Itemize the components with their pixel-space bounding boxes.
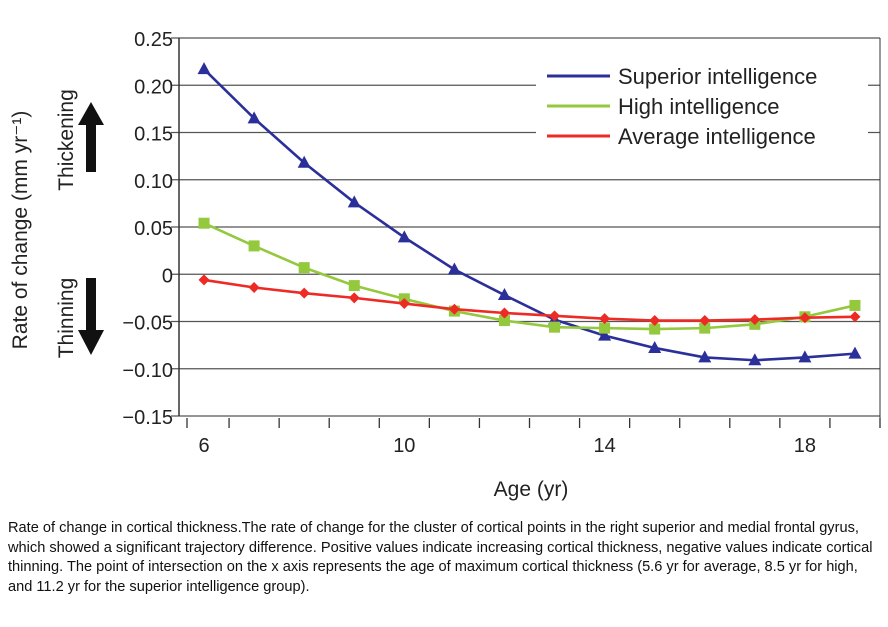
data-point [298, 262, 310, 274]
data-point [748, 353, 762, 366]
series-superior-intelligence [197, 62, 862, 366]
x-tick-label: 6 [198, 435, 209, 457]
data-point [799, 312, 811, 324]
data-point [398, 298, 410, 310]
thickening-label: Thickening [55, 89, 78, 191]
series-line [203, 68, 856, 362]
y-tick-label: 0.05 [134, 218, 173, 240]
data-point [749, 314, 761, 326]
legend-label: Superior intelligence [618, 64, 817, 89]
data-point [248, 281, 260, 293]
data-point [247, 111, 261, 124]
thinning-label: Thinning [55, 278, 78, 359]
data-point [498, 315, 510, 327]
data-point [698, 350, 712, 363]
series-average-intelligence [198, 274, 861, 327]
y-axis-label: Rate of change (mm yr⁻¹) [9, 111, 32, 350]
y-tick-label: −0.05 [122, 313, 173, 335]
data-point [397, 230, 411, 243]
legend-label: High intelligence [618, 94, 779, 119]
y-tick-label: −0.15 [122, 407, 173, 429]
data-point [599, 322, 611, 334]
data-point [347, 195, 361, 208]
data-point [699, 322, 711, 334]
series-line [203, 222, 856, 331]
series-line [203, 278, 855, 322]
x-tick-label: 10 [393, 435, 415, 457]
data-point [298, 287, 310, 299]
data-point [798, 350, 812, 363]
series-high-intelligence [198, 217, 861, 335]
data-point [699, 315, 711, 327]
y-tick-label: 0.25 [134, 29, 173, 51]
data-point [849, 311, 861, 323]
data-point [849, 299, 861, 311]
thinning-arrow-icon [78, 278, 104, 355]
x-tick-label: 14 [593, 435, 615, 457]
data-point [598, 328, 612, 341]
data-point [649, 323, 661, 335]
data-point [448, 303, 460, 315]
data-point [447, 262, 461, 275]
line-chart: 0.25 0.20 0.15 0.10 0.05 0 −0.05 −0.10 −0.15 6 10 1… [9, 29, 881, 501]
data-point [848, 346, 862, 359]
data-point [549, 310, 561, 322]
data-point [198, 217, 210, 229]
legend: Superior intelligence High intelligence Av… [536, 58, 868, 156]
data-point [348, 292, 360, 304]
data-point [497, 288, 511, 301]
data-point [648, 340, 662, 353]
data-point [248, 240, 260, 252]
data-point [297, 155, 311, 168]
y-tick-label: 0.10 [134, 171, 173, 193]
y-tick-label: −0.10 [122, 360, 173, 382]
data-point [549, 321, 561, 333]
x-tick-label: 18 [794, 435, 816, 457]
thickening-arrow-icon [78, 102, 104, 172]
data-point [498, 307, 510, 319]
data-point [649, 315, 661, 327]
figure-caption: Rate of change in cortical thickness.The… [8, 520, 873, 595]
y-tick-label: 0 [162, 265, 173, 287]
x-axis-label: Age (yr) [494, 478, 569, 501]
legend-label: Average intelligence [618, 124, 816, 149]
data-point [599, 313, 611, 325]
data-point [197, 62, 211, 75]
y-tick-label: 0.20 [134, 76, 173, 98]
data-point [348, 280, 360, 292]
y-tick-label: 0.15 [134, 124, 173, 146]
data-point [198, 274, 210, 286]
